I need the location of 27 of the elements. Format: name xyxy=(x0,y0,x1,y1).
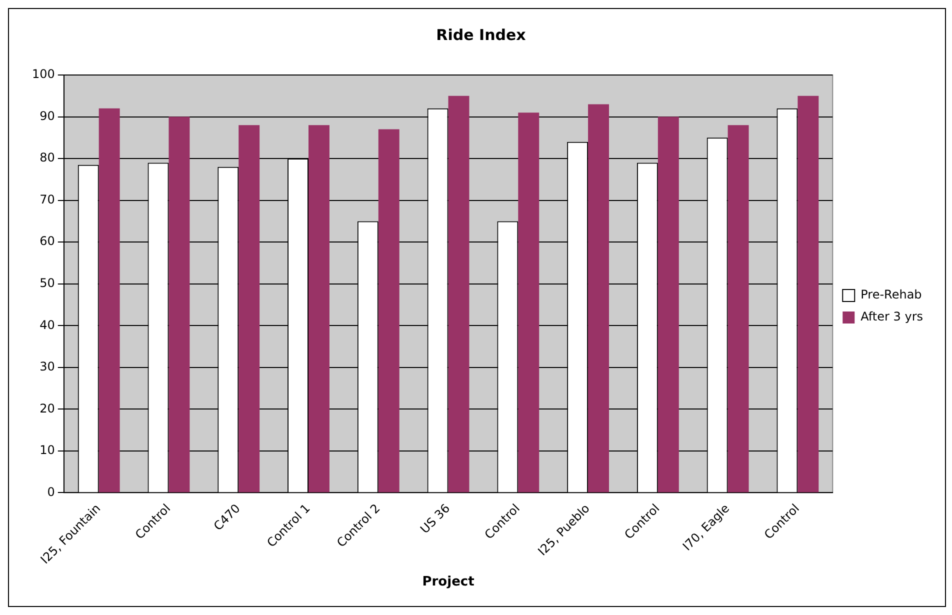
chart-title: Ride Index xyxy=(436,26,526,44)
bar xyxy=(308,125,330,492)
bar xyxy=(168,116,190,492)
bar xyxy=(518,112,540,492)
bar xyxy=(588,104,610,492)
y-tick-label: 0 xyxy=(47,484,55,499)
x-tick-label: US 36 xyxy=(418,501,453,536)
bar xyxy=(378,129,400,492)
y-tick-label: 10 xyxy=(40,443,55,458)
legend-label: After 3 yrs xyxy=(860,310,924,324)
bar xyxy=(238,125,260,492)
y-tick-label: 40 xyxy=(40,318,55,332)
bar xyxy=(728,125,749,492)
bar xyxy=(98,108,120,492)
y-tick-label: 80 xyxy=(40,150,55,165)
bar xyxy=(798,96,819,492)
x-axis-title: Project xyxy=(422,574,474,590)
y-tick-label: 90 xyxy=(40,108,55,123)
bar xyxy=(658,116,679,492)
bar xyxy=(448,96,470,492)
y-tick-label: 50 xyxy=(40,276,55,290)
y-tick-label: 30 xyxy=(40,360,55,374)
y-tick-label: 100 xyxy=(32,67,55,82)
legend-label: Pre-Rehab xyxy=(860,288,922,302)
y-tick-label: 70 xyxy=(40,192,55,206)
y-tick-label: 20 xyxy=(40,401,55,416)
y-tick-label: 60 xyxy=(40,234,55,248)
